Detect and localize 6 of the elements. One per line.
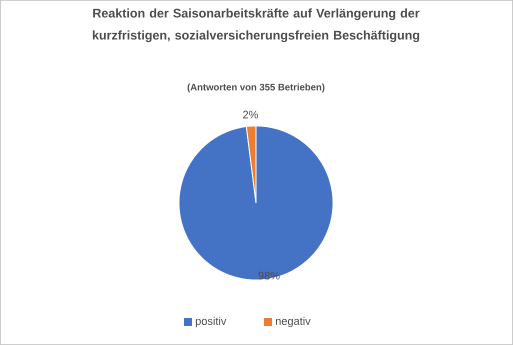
chart-subtitle: (Antworten von 355 Betrieben) [188,84,324,92]
legend-label: negativ [276,316,311,328]
data-label: 98% [258,272,280,280]
chart-title: Reaktion der Saisonarbeitskräfte auf Verlängerung der kurzfristigen, sozialversicherungsfreien Beschäftigung [92,8,420,42]
data-label: 2% [243,110,258,118]
legend-label: positiv [196,316,226,328]
